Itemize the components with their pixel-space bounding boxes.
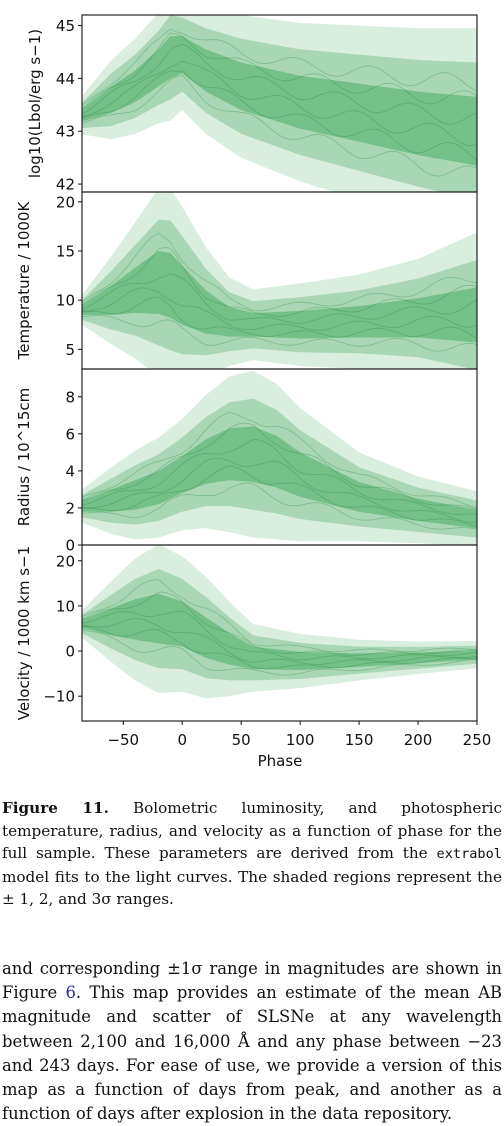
y-axis-label-4: Velocity / 1000 km s−1 (15, 546, 33, 720)
sn-track-line (82, 465, 477, 528)
sn-track-line (82, 625, 477, 670)
y-tick-label: 20 (56, 552, 75, 570)
y-axis-label-2: Temperature / 1000K (15, 201, 33, 361)
sn-track-line (82, 28, 477, 106)
sigma-3-band (82, 545, 477, 699)
sigma-2-band (82, 219, 477, 369)
y-axis-label-3: Radius / 10^15cm (15, 388, 33, 527)
panel-4-bands (82, 545, 477, 699)
y-tick-label: 4 (65, 462, 75, 480)
caption-text-end: model fits to the light curves. The shad… (2, 867, 502, 909)
sn-track-line (82, 315, 477, 352)
body-paragraph: and corresponding ±1σ range in magnitude… (2, 957, 502, 1126)
sn-track-line (82, 610, 477, 661)
y-tick-label: 5 (65, 341, 75, 359)
x-tick-label: 250 (463, 731, 492, 749)
y-tick-label: 2 (65, 499, 75, 517)
x-tick-label: 200 (404, 731, 433, 749)
sn-track-line (82, 60, 477, 146)
sigma-3-band (82, 15, 477, 192)
panel-3-bands (82, 370, 477, 545)
panel-2-bands (82, 192, 477, 369)
sigma-1-band (82, 251, 477, 343)
sn-track-line (82, 457, 477, 523)
sn-track-line (82, 273, 477, 324)
sn-track-line (82, 482, 477, 530)
sigma-1-band (82, 426, 477, 529)
sigma-1-band (82, 36, 477, 166)
body-text-start: and corresponding ±1σ range in magnitude… (2, 959, 502, 1003)
sn-track-line (82, 591, 477, 656)
y-tick-label: 20 (56, 193, 75, 211)
y-tick-label: 43 (56, 123, 75, 141)
y-tick-label: 8 (65, 388, 75, 406)
y-tick-label: 44 (56, 70, 75, 88)
sn-track-line (82, 32, 477, 110)
x-tick-label: 50 (232, 731, 251, 749)
sn-track-line (82, 296, 477, 339)
sn-track-line (82, 74, 477, 177)
sigma-3-band (82, 370, 477, 545)
sn-track-line (82, 629, 477, 676)
x-tick-label: 0 (177, 731, 187, 749)
panel-1-bands (82, 15, 477, 192)
sigma-1-band (82, 593, 477, 670)
panel-4-frame (81, 544, 478, 722)
sn-track-line (82, 232, 477, 312)
y-tick-label: −10 (43, 688, 75, 706)
x-tick-label: 100 (286, 731, 315, 749)
y-tick-label: 42 (56, 176, 75, 194)
sn-track-line (82, 43, 477, 125)
sigma-2-band (82, 15, 477, 192)
y-tick-label: 45 (56, 17, 75, 35)
x-tick-label: 150 (345, 731, 374, 749)
sn-track-line (82, 439, 477, 515)
sn-track-line (82, 412, 477, 509)
y-tick-label: 6 (65, 425, 75, 443)
caption-code: extrabol (436, 846, 502, 862)
sn-track-line (82, 287, 477, 331)
sn-track-line (82, 422, 477, 510)
sn-track-line (82, 70, 477, 161)
sigma-2-band (82, 398, 477, 538)
y-tick-label: 15 (56, 243, 75, 261)
x-tick-label: −50 (107, 731, 139, 749)
y-tick-label: 0 (65, 643, 75, 661)
caption-text: Bolometric luminosity, and photospheric … (2, 799, 503, 862)
sn-track-line (82, 247, 477, 317)
figure-caption: Figure 11. Bolometric luminosity, and ph… (2, 797, 502, 911)
figure-reference-link[interactable]: 6 (65, 983, 76, 1003)
caption-label: Figure 11. (2, 799, 109, 817)
sigma-2-band (82, 568, 477, 681)
sigma-3-band (82, 192, 477, 369)
y-axis-label-1: log10(Lbol/erg s−1) (26, 29, 44, 178)
sn-track-line (82, 618, 477, 665)
sn-track-line (82, 579, 477, 653)
y-tick-label: 10 (56, 597, 75, 615)
body-text-end: . This map provides an estimate of the m… (2, 983, 502, 1124)
x-axis-label: Phase (258, 752, 303, 770)
y-tick-label: 10 (56, 292, 75, 310)
y-tick-label: 0 (65, 537, 75, 555)
